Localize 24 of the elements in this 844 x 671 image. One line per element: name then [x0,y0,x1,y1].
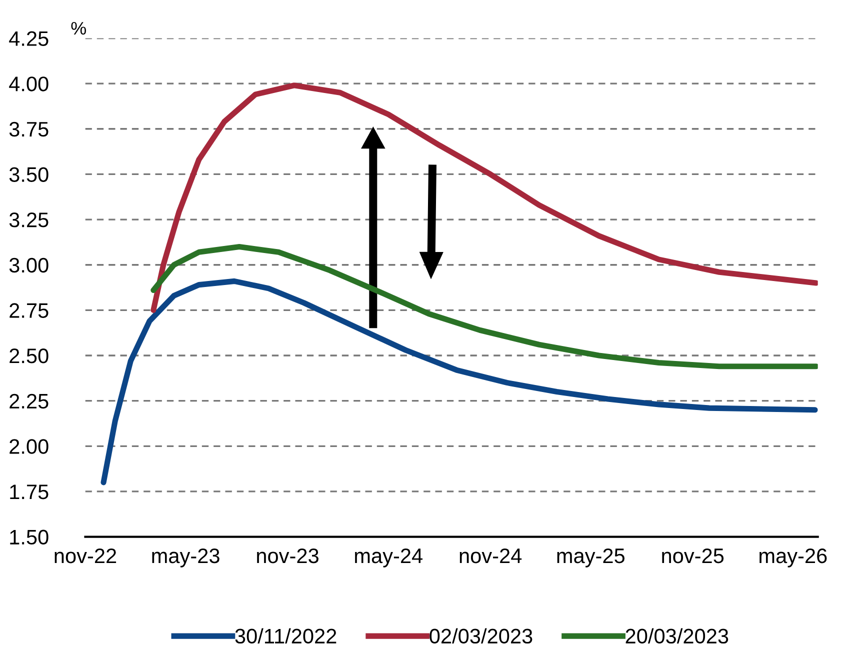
y-axis-title: % [71,22,86,35]
x-tick-label: may-24 [355,548,422,568]
legend-label: 30/11/2022 [235,628,336,644]
legend-label: 02/03/2023 [430,628,532,644]
x-tick-label: may-25 [557,548,624,568]
y-tick-label: 3.00 [9,258,48,273]
y-tick-label: 3.75 [9,122,48,137]
legend-label: 20/03/2023 [626,628,728,644]
x-tick-label: nov-24 [460,548,522,564]
y-tick-label: 1.50 [10,530,48,545]
y-tick-label: 2.25 [10,394,48,409]
x-tick-label: may-23 [152,548,220,568]
y-tick-label: 1.75 [10,484,48,500]
x-tick-label: may-26 [760,548,827,568]
y-tick-label: 2.50 [10,348,48,364]
y-tick-label: 4.00 [9,76,48,92]
y-tick-label: 2.75 [10,303,48,318]
y-tick-label: 2.00 [10,439,48,454]
x-tick-label: nov-25 [662,548,724,564]
y-tick-label: 4.25 [9,31,48,46]
x-tick-label: nov-22 [54,548,116,564]
y-tick-label: 3.50 [9,167,48,182]
x-tick-label: nov-23 [257,548,318,564]
y-tick-label: 3.25 [9,212,48,228]
